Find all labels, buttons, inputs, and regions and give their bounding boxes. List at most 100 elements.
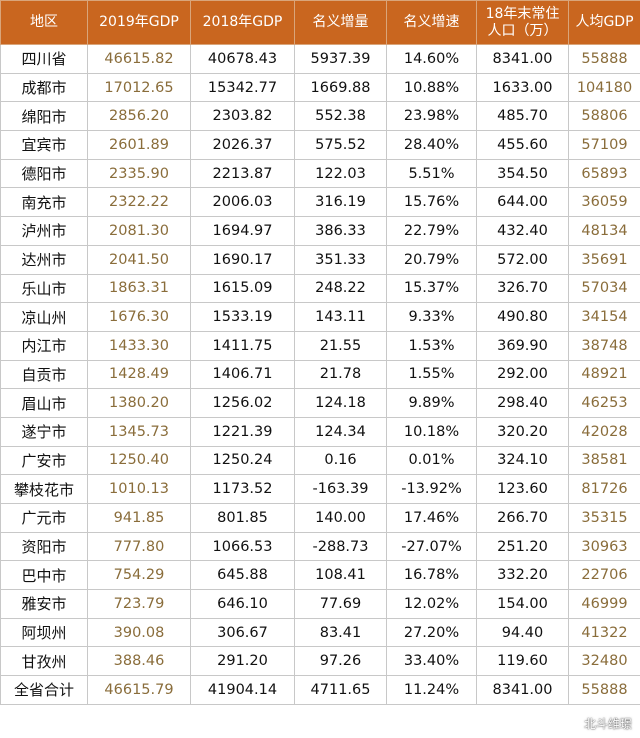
cell-region: 阿坝州 bbox=[0, 617, 88, 648]
cell-gdp-2018: 1250.24 bbox=[190, 445, 295, 476]
cell-nominal-growth: 20.79% bbox=[386, 244, 477, 275]
cell-population: 324.10 bbox=[476, 445, 569, 476]
cell-gdp-2018: 2213.87 bbox=[190, 158, 295, 189]
table-row: 宜宾市 2601.89 2026.37 575.52 28.40% 455.60 57109 bbox=[0, 130, 640, 160]
cell-gdp-2018: 1221.39 bbox=[190, 416, 295, 447]
cell-nominal-growth: 12.02% bbox=[386, 589, 477, 619]
cell-gdp-per-capita: 65893 bbox=[568, 158, 640, 189]
table-row: 自贡市 1428.49 1406.71 21.78 1.55% 292.00 48921 bbox=[0, 359, 640, 390]
column-header: 人均GDP bbox=[568, 0, 640, 45]
cell-region: 遂宁市 bbox=[0, 416, 88, 447]
cell-gdp-2019: 2041.50 bbox=[87, 244, 191, 275]
cell-nominal-increase: -288.73 bbox=[294, 531, 387, 562]
cell-gdp-2019: 1380.20 bbox=[87, 388, 191, 418]
cell-region: 广元市 bbox=[0, 503, 88, 533]
cell-nominal-increase: 552.38 bbox=[294, 101, 387, 132]
column-header: 2019年GDP bbox=[87, 0, 191, 45]
cell-region: 自贡市 bbox=[0, 359, 88, 390]
cell-population: 8341.00 bbox=[476, 675, 569, 705]
cell-region: 凉山州 bbox=[0, 302, 88, 332]
cell-gdp-per-capita: 104180 bbox=[568, 72, 640, 103]
cell-nominal-increase: -163.39 bbox=[294, 474, 387, 504]
cell-population: 1633.00 bbox=[476, 72, 569, 103]
cell-population: 298.40 bbox=[476, 388, 569, 418]
cell-region: 甘孜州 bbox=[0, 646, 88, 677]
cell-gdp-per-capita: 34154 bbox=[568, 302, 640, 332]
table-row: 南充市 2322.22 2006.03 316.19 15.76% 644.00 36059 bbox=[0, 187, 640, 218]
cell-gdp-per-capita: 46999 bbox=[568, 589, 640, 619]
cell-gdp-2019: 2335.90 bbox=[87, 158, 191, 189]
cell-nominal-growth: -27.07% bbox=[386, 531, 477, 562]
cell-nominal-growth: 22.79% bbox=[386, 216, 477, 246]
cell-gdp-2019: 1010.13 bbox=[87, 474, 191, 504]
cell-nominal-growth: 23.98% bbox=[386, 101, 477, 132]
cell-nominal-growth: 28.40% bbox=[386, 130, 477, 160]
table-row: 攀枝花市 1010.13 1173.52 -163.39 -13.92% 123.60 81… bbox=[0, 474, 640, 504]
cell-nominal-increase: 386.33 bbox=[294, 216, 387, 246]
cell-gdp-2018: 1411.75 bbox=[190, 330, 295, 361]
cell-region: 德阳市 bbox=[0, 158, 88, 189]
wechat-icon bbox=[564, 717, 581, 730]
cell-gdp-2019: 941.85 bbox=[87, 503, 191, 533]
table-row: 资阳市 777.80 1066.53 -288.73 -27.07% 251.20 3096… bbox=[0, 531, 640, 562]
column-header: 2018年GDP bbox=[190, 0, 295, 45]
cell-gdp-per-capita: 81726 bbox=[568, 474, 640, 504]
cell-nominal-increase: 351.33 bbox=[294, 244, 387, 275]
cell-nominal-growth: 16.78% bbox=[386, 560, 477, 591]
cell-gdp-2019: 2601.89 bbox=[87, 130, 191, 160]
cell-region: 泸州市 bbox=[0, 216, 88, 246]
cell-region: 宜宾市 bbox=[0, 130, 88, 160]
table-row: 凉山州 1676.30 1533.19 143.11 9.33% 490.80 34154 bbox=[0, 302, 640, 332]
cell-gdp-2018: 2303.82 bbox=[190, 101, 295, 132]
table-row: 绵阳市 2856.20 2303.82 552.38 23.98% 485.70 58806 bbox=[0, 101, 640, 132]
cell-gdp-2019: 1250.40 bbox=[87, 445, 191, 476]
cell-population: 572.00 bbox=[476, 244, 569, 275]
cell-population: 8341.00 bbox=[476, 44, 569, 74]
table-row: 德阳市 2335.90 2213.87 122.03 5.51% 354.50 65893 bbox=[0, 158, 640, 189]
table-row: 广元市 941.85 801.85 140.00 17.46% 266.70 35315 bbox=[0, 503, 640, 533]
cell-nominal-increase: 248.22 bbox=[294, 273, 387, 304]
cell-nominal-increase: 83.41 bbox=[294, 617, 387, 648]
cell-nominal-growth: 15.76% bbox=[386, 187, 477, 218]
cell-gdp-per-capita: 30963 bbox=[568, 531, 640, 562]
cell-region: 眉山市 bbox=[0, 388, 88, 418]
table-row: 达州市 2041.50 1690.17 351.33 20.79% 572.00 35691 bbox=[0, 244, 640, 275]
cell-gdp-2019: 1676.30 bbox=[87, 302, 191, 332]
table-row: 泸州市 2081.30 1694.97 386.33 22.79% 432.40 48134 bbox=[0, 216, 640, 246]
cell-region: 乐山市 bbox=[0, 273, 88, 304]
cell-gdp-2018: 1694.97 bbox=[190, 216, 295, 246]
cell-gdp-per-capita: 35691 bbox=[568, 244, 640, 275]
cell-gdp-2019: 1345.73 bbox=[87, 416, 191, 447]
cell-nominal-increase: 140.00 bbox=[294, 503, 387, 533]
cell-nominal-growth: 9.33% bbox=[386, 302, 477, 332]
cell-gdp-2019: 777.80 bbox=[87, 531, 191, 562]
cell-gdp-per-capita: 32480 bbox=[568, 646, 640, 677]
cell-population: 154.00 bbox=[476, 589, 569, 619]
cell-gdp-2019: 2856.20 bbox=[87, 101, 191, 132]
cell-gdp-2019: 1428.49 bbox=[87, 359, 191, 390]
cell-population: 455.60 bbox=[476, 130, 569, 160]
cell-gdp-2018: 15342.77 bbox=[190, 72, 295, 103]
cell-nominal-increase: 1669.88 bbox=[294, 72, 387, 103]
cell-nominal-growth: 11.24% bbox=[386, 675, 477, 705]
watermark-text: 北斗维璟 bbox=[583, 717, 632, 731]
cell-nominal-increase: 0.16 bbox=[294, 445, 387, 476]
cell-gdp-per-capita: 55888 bbox=[568, 44, 640, 74]
cell-nominal-growth: 0.01% bbox=[386, 445, 477, 476]
cell-population: 94.40 bbox=[476, 617, 569, 648]
cell-gdp-2019: 1433.30 bbox=[87, 330, 191, 361]
cell-region: 内江市 bbox=[0, 330, 88, 361]
cell-nominal-growth: 15.37% bbox=[386, 273, 477, 304]
table-row: 乐山市 1863.31 1615.09 248.22 15.37% 326.70 57034 bbox=[0, 273, 640, 304]
cell-gdp-per-capita: 41322 bbox=[568, 617, 640, 648]
cell-gdp-per-capita: 48921 bbox=[568, 359, 640, 390]
cell-nominal-growth: 10.88% bbox=[386, 72, 477, 103]
cell-gdp-2019: 723.79 bbox=[87, 589, 191, 619]
cell-region: 四川省 bbox=[0, 44, 88, 74]
cell-region: 达州市 bbox=[0, 244, 88, 275]
cell-population: 326.70 bbox=[476, 273, 569, 304]
cell-nominal-increase: 5937.39 bbox=[294, 44, 387, 74]
cell-gdp-2018: 41904.14 bbox=[190, 675, 295, 705]
table-row: 雅安市 723.79 646.10 77.69 12.02% 154.00 46999 bbox=[0, 589, 640, 619]
cell-gdp-per-capita: 36059 bbox=[568, 187, 640, 218]
